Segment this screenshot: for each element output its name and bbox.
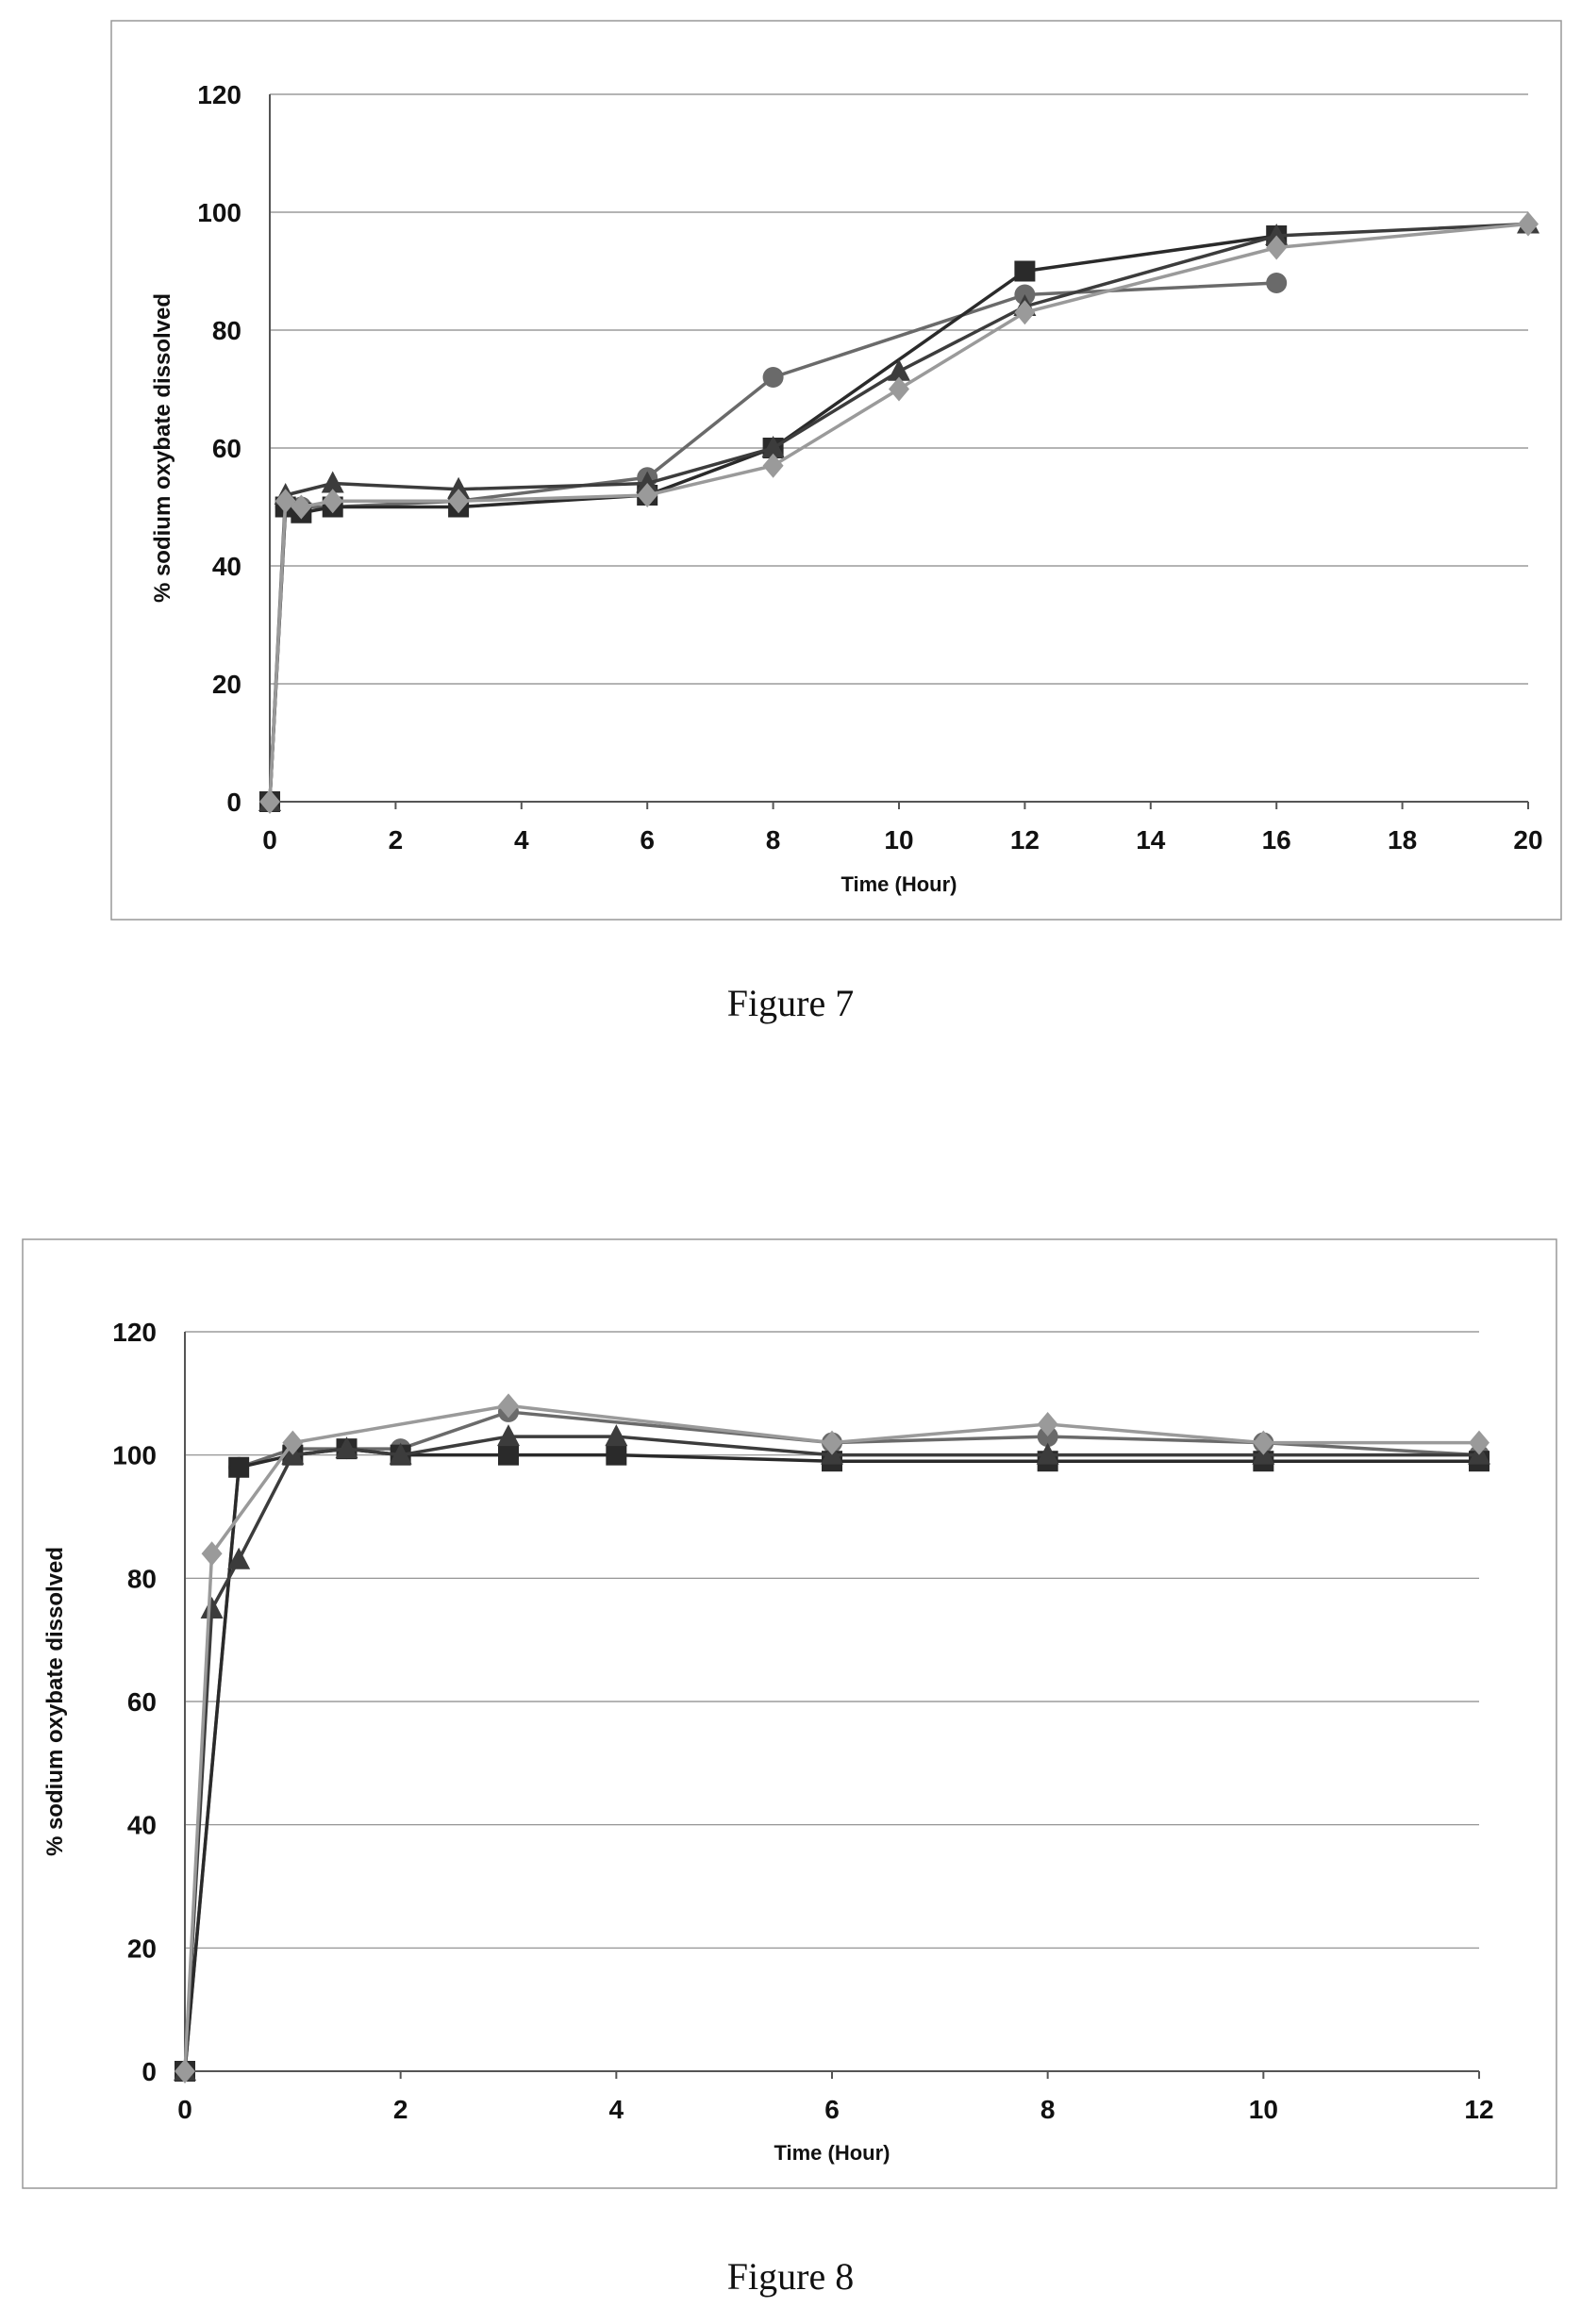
data-point-triangle [761, 436, 785, 457]
series-square [259, 225, 1288, 812]
series-line-square [183, 1447, 1479, 2072]
data-point-square [498, 1444, 519, 1466]
x-tick-label: 2 [393, 2095, 408, 2124]
y-tick-label: 20 [127, 1934, 157, 1963]
series-line-square [268, 234, 1277, 803]
series-line-triangle [183, 1435, 1479, 2072]
chart-frame [22, 1238, 1557, 2189]
data-point-square [1014, 260, 1036, 282]
figure-8: 0 20 40 60 80 100 120 0 2 4 6 8 10 12 Time (Hour) % sod… [0, 1226, 1581, 2231]
data-point-diamond [291, 494, 312, 520]
series-triangle [174, 1424, 1490, 2081]
data-point-circle [1037, 1426, 1058, 1448]
data-point-circle [762, 367, 784, 388]
y-tick-label: 100 [197, 198, 241, 227]
y-tick-label: 120 [112, 1318, 157, 1347]
data-point-triangle [636, 471, 659, 493]
data-point-diamond [322, 489, 343, 514]
data-point-diamond [889, 376, 909, 402]
data-point-triangle [497, 1424, 520, 1447]
y-tick-label: 80 [127, 1564, 157, 1593]
y-axis-label: % sodium oxybate dissolved [42, 1547, 68, 1856]
dissolution-chart-fig7: 0 20 40 60 80 100 120 0 2 4 6 8 10 12 14 16 18 20 Time (Ho… [110, 20, 1562, 921]
y-tick-label: 0 [141, 2057, 157, 2086]
x-tick-label: 18 [1388, 825, 1417, 855]
data-point-triangle [321, 471, 344, 493]
data-point-triangle [389, 1442, 412, 1465]
series-square [175, 1438, 1489, 2082]
chart-frame [110, 20, 1562, 921]
x-tick-label: 14 [1136, 825, 1166, 855]
x-tick-label: 6 [824, 2095, 840, 2124]
data-point-diamond [1253, 1430, 1274, 1455]
data-point-triangle [1036, 1442, 1059, 1465]
data-point-diamond [498, 1393, 519, 1419]
series-circle [259, 273, 1288, 812]
x-tick-label: 8 [1040, 2095, 1056, 2124]
x-tick-label: 20 [1513, 825, 1542, 855]
x-tick-label: 10 [884, 825, 913, 855]
data-point-triangle [200, 1597, 224, 1618]
data-point-triangle [888, 358, 910, 381]
data-point-diamond [275, 489, 296, 514]
x-tick-label: 0 [177, 2095, 192, 2124]
x-tick-label: 10 [1249, 2095, 1278, 2124]
y-axis-label: % sodium oxybate dissolved [150, 293, 175, 603]
x-tick-label: 2 [389, 825, 404, 855]
x-tick-label: 16 [1262, 825, 1291, 855]
dissolution-chart-fig8: 0 20 40 60 80 100 120 0 2 4 6 8 10 12 Time (Hour) % sod… [22, 1238, 1557, 2189]
data-point-triangle [447, 476, 471, 499]
data-point-diamond [1518, 211, 1539, 237]
data-point-diamond [201, 1541, 223, 1567]
x-tick-label: 6 [640, 825, 655, 855]
data-point-diamond [448, 489, 470, 514]
data-point-triangle [227, 1547, 251, 1569]
data-point-circle [1266, 273, 1288, 293]
x-axis-label: Time (Hour) [774, 2141, 890, 2165]
y-tick-label: 100 [112, 1441, 157, 1470]
y-tick-label: 80 [212, 316, 241, 345]
series-circle [175, 1401, 1489, 2082]
series-line-circle [268, 281, 1277, 803]
x-tick-label: 4 [609, 2095, 624, 2124]
series-diamond [175, 1393, 1489, 2083]
figure-7-caption: Figure 7 [726, 982, 855, 1024]
data-point-diamond [175, 2059, 195, 2083]
x-tick-label: 0 [262, 825, 277, 855]
y-tick-label: 40 [212, 552, 241, 581]
data-point-triangle [1265, 224, 1289, 245]
data-point-triangle [605, 1424, 628, 1447]
y-tick-label: 120 [197, 80, 241, 109]
series-diamond [259, 211, 1539, 814]
y-tick-label: 0 [226, 788, 241, 817]
data-point-square [228, 1456, 250, 1478]
data-point-diamond [1469, 1430, 1489, 1455]
data-point-diamond [822, 1430, 842, 1455]
y-tick-label: 20 [212, 670, 241, 699]
y-tick-label: 40 [127, 1811, 157, 1840]
x-tick-label: 12 [1464, 2095, 1493, 2124]
data-point-diamond [259, 789, 280, 814]
data-point-diamond [1037, 1412, 1058, 1436]
series-line-triangle [268, 222, 1529, 803]
x-axis-label: Time (Hour) [840, 872, 957, 896]
series-line-circle [183, 1410, 1480, 2072]
x-tick-label: 12 [1010, 825, 1040, 855]
x-tick-label: 8 [766, 825, 781, 855]
series-line-diamond [183, 1403, 1479, 2072]
y-tick-label: 60 [212, 434, 241, 463]
data-point-triangle [335, 1436, 358, 1459]
y-tick-label: 60 [127, 1687, 157, 1717]
data-point-diamond [282, 1430, 304, 1455]
figure-8-caption: Figure 8 [726, 2255, 855, 2298]
data-point-diamond [637, 483, 658, 507]
data-point-diamond [1014, 300, 1036, 325]
data-point-square [606, 1444, 627, 1466]
data-point-diamond [762, 453, 784, 478]
figure-7: 0 20 40 60 80 100 120 0 2 4 6 8 10 12 14 16 18 20 Time (Ho… [0, 0, 1581, 948]
x-tick-label: 4 [514, 825, 529, 855]
data-point-diamond [1266, 235, 1288, 260]
